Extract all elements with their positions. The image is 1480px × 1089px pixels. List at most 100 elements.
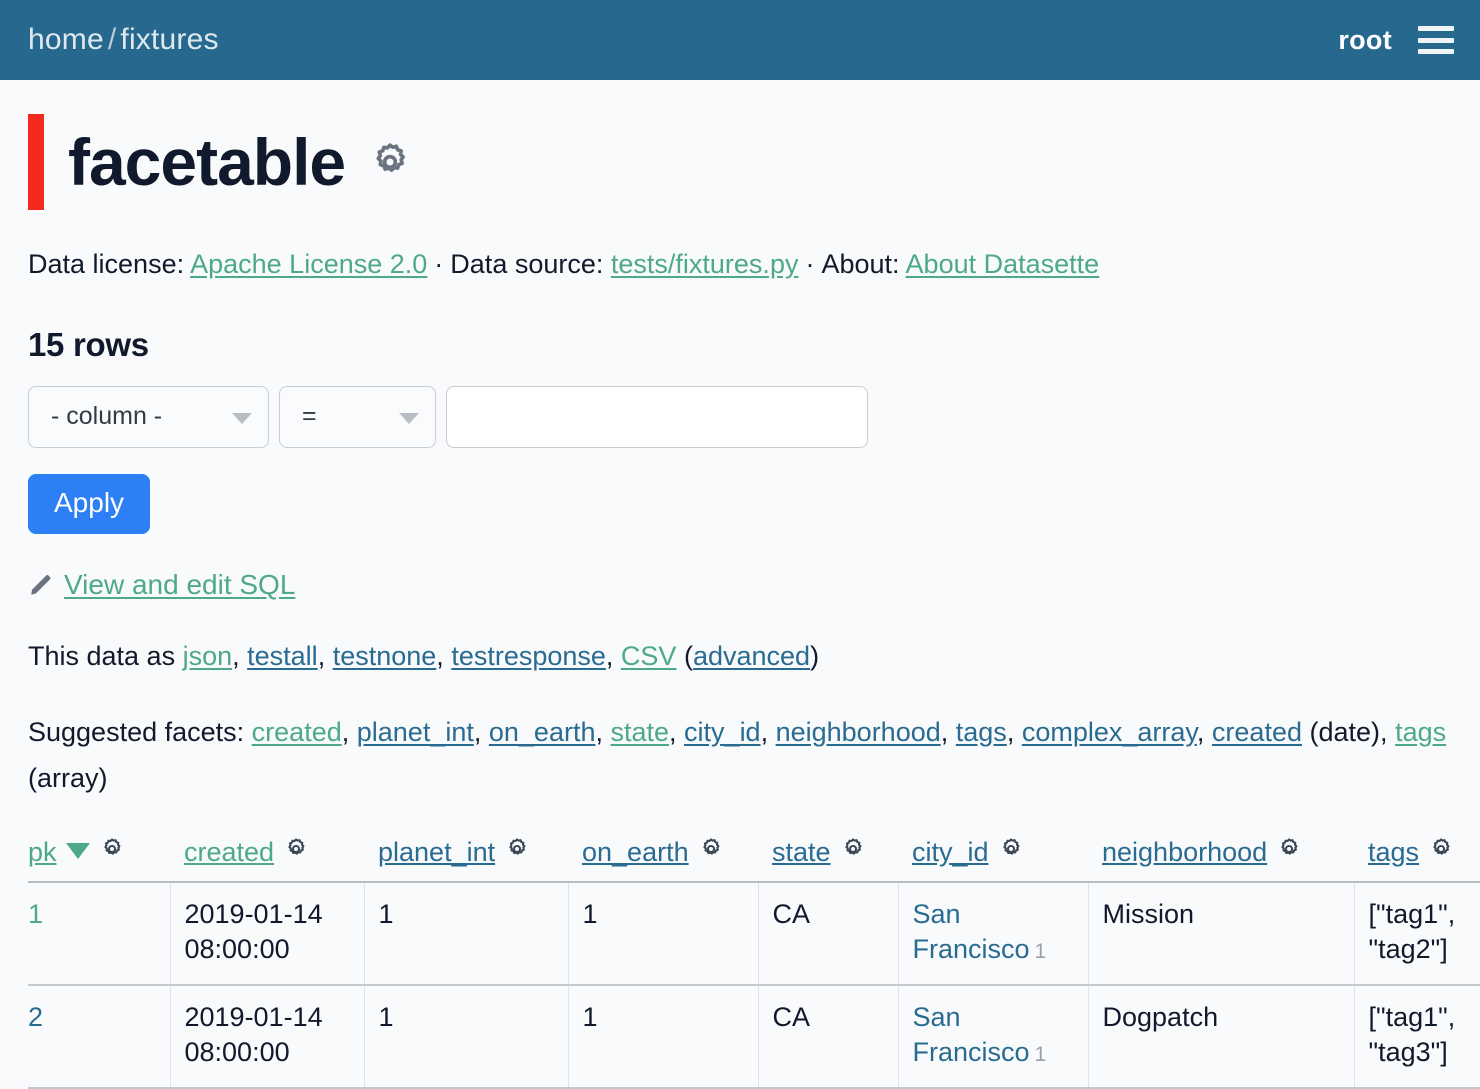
export-link-csv[interactable]: CSV bbox=[620, 640, 677, 671]
facet-link-neighborhood[interactable]: neighborhood bbox=[775, 716, 941, 747]
view-edit-sql-link[interactable]: View and edit SQL bbox=[64, 568, 296, 600]
apply-button[interactable]: Apply bbox=[28, 473, 151, 534]
suggested-facets-row: Suggested facets: created, planet_int, o… bbox=[28, 716, 1447, 793]
column-sort-link-tags[interactable]: tags bbox=[1368, 836, 1420, 867]
cell-on-earth: 1 bbox=[567, 984, 758, 1089]
row-count-label: 15 rows bbox=[28, 325, 149, 363]
row-detail-link[interactable]: 1 bbox=[28, 898, 44, 929]
filter-operator-value: = bbox=[302, 402, 317, 431]
city-id-raw-value: 1 bbox=[1034, 940, 1047, 964]
facet-link-created[interactable]: created bbox=[251, 716, 342, 747]
export-link-testnone[interactable]: testnone bbox=[332, 640, 437, 671]
column-sort-link-planet-int[interactable]: planet_int bbox=[378, 836, 496, 867]
column-header-neighborhood[interactable]: neighborhood bbox=[1088, 835, 1354, 883]
cell-tags: ["tag1", "tag2"] bbox=[1353, 881, 1480, 986]
view-edit-sql-row: View and edit SQL bbox=[28, 569, 1452, 601]
cell-planet-int: 1 bbox=[363, 984, 568, 1089]
cell-pk: 1 bbox=[28, 881, 170, 986]
cell-created: 2019-01-14 08:00:00 bbox=[169, 984, 364, 1089]
cell-on-earth: 1 bbox=[567, 881, 758, 986]
column-header-city-id[interactable]: city_id bbox=[898, 835, 1088, 883]
column-options-gear-icon[interactable] bbox=[504, 836, 530, 869]
table-row: 1 2019-01-14 08:00:00 1 1 CA San Francis… bbox=[28, 881, 1480, 986]
column-options-gear-icon[interactable] bbox=[99, 836, 125, 869]
column-header-pk[interactable]: pk bbox=[28, 835, 170, 883]
export-link-advanced[interactable]: advanced bbox=[692, 640, 811, 671]
facet-link-created-date[interactable]: created bbox=[1211, 716, 1302, 747]
filter-controls: - column - = bbox=[28, 385, 1452, 448]
column-sort-link-state[interactable]: state bbox=[772, 836, 831, 867]
pencil-icon bbox=[28, 572, 54, 598]
table-header-row: pk created bbox=[28, 835, 1480, 883]
advanced-close-paren: ) bbox=[810, 640, 820, 671]
column-sort-link-on-earth[interactable]: on_earth bbox=[582, 836, 689, 867]
column-header-created[interactable]: created bbox=[170, 835, 364, 883]
page-title: facetable bbox=[68, 125, 346, 199]
data-license-link[interactable]: Apache License 2.0 bbox=[190, 249, 428, 279]
cell-created: 2019-01-14 08:00:00 bbox=[169, 881, 364, 986]
chevron-down-icon bbox=[399, 412, 419, 424]
hamburger-menu-icon[interactable] bbox=[1418, 26, 1454, 54]
header-actions: root bbox=[1338, 25, 1454, 56]
data-source-link[interactable]: tests/fixtures.py bbox=[610, 249, 799, 279]
cell-planet-int: 1 bbox=[363, 881, 568, 986]
column-sort-link-pk[interactable]: pk bbox=[28, 836, 57, 867]
metadata-separator-1: · bbox=[434, 249, 444, 279]
column-header-state[interactable]: state bbox=[758, 835, 898, 883]
suggested-facets-label: Suggested facets: bbox=[28, 716, 245, 747]
export-links-row: This data as json, testall, testnone, te… bbox=[28, 640, 820, 671]
breadcrumb-separator: / bbox=[107, 23, 117, 56]
export-link-testall[interactable]: testall bbox=[247, 640, 318, 671]
facet-kind-date: (date) bbox=[1309, 716, 1381, 747]
current-user-label[interactable]: root bbox=[1338, 24, 1392, 55]
facet-link-complex-array[interactable]: complex_array bbox=[1021, 716, 1197, 747]
facet-link-on-earth[interactable]: on_earth bbox=[488, 716, 596, 747]
filter-value-input[interactable] bbox=[446, 385, 868, 448]
column-sort-link-created[interactable]: created bbox=[184, 836, 275, 867]
column-header-on-earth[interactable]: on_earth bbox=[568, 835, 758, 883]
column-options-gear-icon[interactable] bbox=[840, 836, 866, 869]
breadcrumb-database-link[interactable]: fixtures bbox=[120, 23, 219, 56]
facet-link-state[interactable]: state bbox=[610, 716, 670, 747]
table-settings-gear-icon[interactable] bbox=[367, 139, 413, 185]
data-source-label: Data source: bbox=[450, 249, 604, 279]
cell-neighborhood: Mission bbox=[1087, 881, 1354, 986]
accent-bar bbox=[28, 114, 44, 210]
city-link[interactable]: San Francisco bbox=[912, 1001, 1030, 1068]
filter-operator-select[interactable]: = bbox=[279, 385, 436, 448]
column-options-gear-icon[interactable] bbox=[1428, 836, 1454, 869]
about-label: About: bbox=[821, 249, 900, 279]
results-table: pk created bbox=[28, 835, 1480, 1089]
city-link[interactable]: San Francisco bbox=[912, 898, 1030, 965]
sort-descending-icon[interactable] bbox=[65, 843, 90, 860]
about-link[interactable]: About Datasette bbox=[905, 249, 1100, 279]
column-options-gear-icon[interactable] bbox=[1276, 836, 1302, 869]
filter-column-select[interactable]: - column - bbox=[28, 385, 269, 448]
facet-link-planet-int[interactable]: planet_int bbox=[356, 716, 474, 747]
column-sort-link-city-id[interactable]: city_id bbox=[912, 836, 989, 867]
facet-link-tags[interactable]: tags bbox=[955, 716, 1007, 747]
export-prefix-label: This data as bbox=[28, 640, 176, 671]
cell-neighborhood: Dogpatch bbox=[1087, 984, 1354, 1089]
column-header-tags[interactable]: tags bbox=[1354, 835, 1480, 883]
export-link-testresponse[interactable]: testresponse bbox=[451, 640, 606, 671]
row-detail-link[interactable]: 2 bbox=[28, 1001, 44, 1032]
advanced-open-paren: ( bbox=[683, 640, 693, 671]
cell-pk: 2 bbox=[28, 984, 170, 1089]
page-title-row: facetable bbox=[28, 114, 1452, 210]
column-options-gear-icon[interactable] bbox=[283, 836, 309, 869]
metadata-line: Data license: Apache License 2.0 · Data so… bbox=[28, 248, 1452, 282]
facet-link-city-id[interactable]: city_id bbox=[684, 716, 761, 747]
breadcrumb-home-link[interactable]: home bbox=[28, 23, 104, 56]
column-sort-link-neighborhood[interactable]: neighborhood bbox=[1102, 836, 1268, 867]
column-options-gear-icon[interactable] bbox=[998, 836, 1024, 869]
cell-city-id: San Francisco 1 bbox=[897, 984, 1088, 1089]
column-header-planet-int[interactable]: planet_int bbox=[364, 835, 568, 883]
breadcrumb: home / fixtures bbox=[28, 23, 219, 57]
data-license-label: Data license: bbox=[28, 249, 185, 279]
results-table-wrapper[interactable]: pk created bbox=[28, 835, 1480, 1089]
export-link-json[interactable]: json bbox=[182, 640, 233, 671]
facet-link-tags-array[interactable]: tags bbox=[1395, 716, 1447, 747]
cell-tags: ["tag1", "tag3"] bbox=[1353, 984, 1480, 1089]
column-options-gear-icon[interactable] bbox=[698, 836, 724, 869]
